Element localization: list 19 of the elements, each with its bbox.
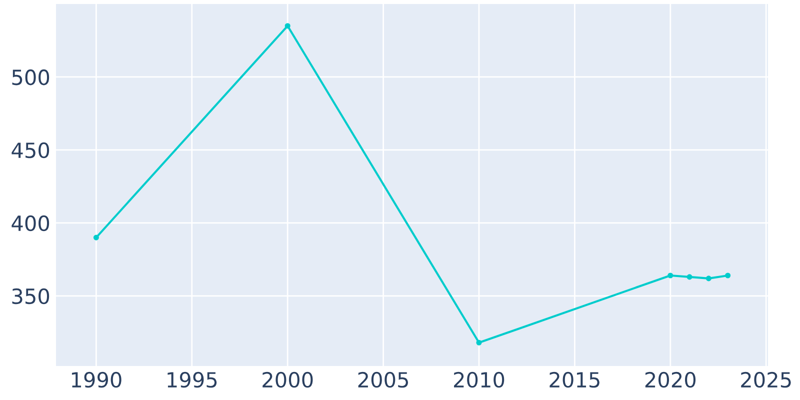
point [93,234,99,240]
point [686,274,692,280]
x-tick-label: 2005 [358,372,408,388]
y-tick-label: 500 [12,69,50,86]
point [284,23,290,29]
x-tick-label: 2015 [550,372,600,388]
y-tick-label: 350 [12,288,50,304]
y-tick-label: 400 [12,215,50,232]
point [476,340,482,346]
x-tick-label: 1995 [168,372,217,388]
point [668,272,674,278]
x-tick-label: 2000 [262,372,313,388]
x-tick-label: 2020 [645,372,696,388]
x-tick-label: 1990 [72,372,122,388]
x-tick-label: 2025 [741,372,791,388]
x-tick-label: 2010 [454,372,504,388]
point [706,276,712,282]
point [725,272,731,278]
y-tick-label: 450 [12,142,50,158]
